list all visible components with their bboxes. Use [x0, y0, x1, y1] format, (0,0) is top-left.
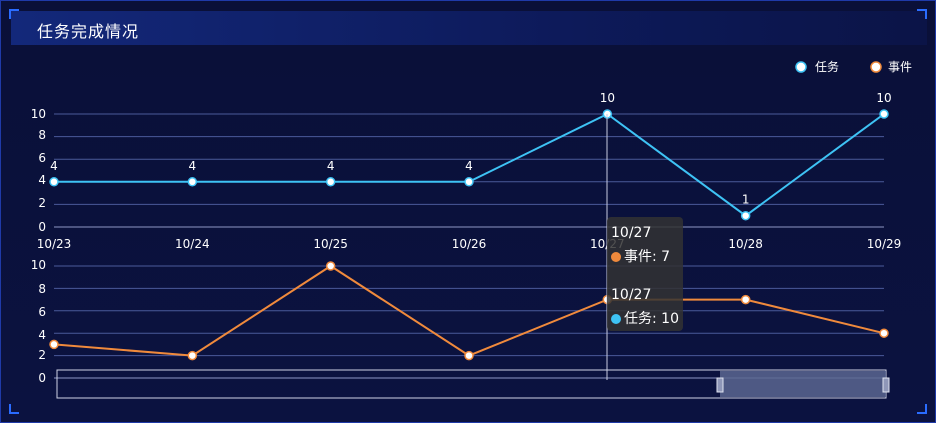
legend-label-tasks: 任务 — [815, 59, 839, 74]
tooltip-row-tasks: 任务: 10 — [611, 308, 679, 328]
legend-marker-events — [870, 61, 882, 73]
data-point — [187, 350, 198, 361]
x-tick-label: 10/23 — [37, 237, 72, 251]
data-zoom-window[interactable] — [720, 371, 886, 397]
corner-decoration — [9, 9, 19, 19]
y-tick-label: 2 — [38, 196, 46, 210]
data-zoom-handle-left[interactable] — [716, 377, 724, 393]
tooltip-series-tasks: 任务 — [624, 311, 652, 327]
tooltip: 10/27 事件: 7 10/27 任务: 10 — [607, 217, 683, 331]
tooltip-series-events: 事件 — [624, 249, 652, 265]
y-tick-label: 0 — [38, 371, 46, 385]
data-zoom-slider[interactable] — [56, 369, 890, 399]
tooltip-dot-tasks — [611, 314, 621, 324]
data-label: 1 — [742, 193, 750, 207]
y-tick-label: 8 — [38, 128, 46, 142]
x-tick-label: 10/28 — [728, 237, 763, 251]
panel-header: 任务完成情况 — [11, 11, 927, 45]
data-point — [187, 177, 198, 187]
y-tick-label: 4 — [38, 328, 46, 342]
legend-marker-tasks — [795, 61, 807, 73]
data-label: 4 — [465, 159, 473, 173]
y-tick-label: 4 — [38, 173, 46, 187]
tooltip-date-tasks: 10/27 — [611, 287, 652, 303]
data-point — [879, 109, 889, 119]
y-tick-label: 10 — [31, 107, 46, 121]
x-tick-label: 10/29 — [867, 237, 902, 251]
tooltip-value-events: 7 — [661, 249, 671, 265]
data-point — [740, 210, 751, 221]
y-tick-label: 2 — [38, 348, 46, 362]
data-zoom-handle-right[interactable] — [882, 377, 890, 393]
data-point — [325, 261, 336, 271]
tooltip-date-events: 10/27 — [611, 225, 652, 241]
y-tick-label: 10 — [31, 258, 46, 272]
tooltip-row-events: 事件: 7 — [611, 246, 670, 266]
x-tick-label: 10/26 — [452, 237, 487, 251]
events-chart: 0 2 4 6 8 10 — [31, 258, 889, 385]
data-point — [325, 177, 336, 187]
tooltip-value-tasks: 10 — [661, 311, 679, 327]
data-point — [464, 350, 474, 361]
corner-decoration — [917, 9, 927, 19]
corner-decoration — [917, 404, 927, 414]
legend-item-events[interactable]: 事件 — [870, 60, 912, 74]
y-tick-label: 0 — [38, 220, 46, 234]
y-tick-label: 6 — [38, 305, 46, 319]
tooltip-dot-events — [611, 252, 621, 262]
legend-label-events: 事件 — [888, 60, 912, 74]
data-point — [879, 328, 889, 338]
legend-item-tasks[interactable]: 任务 — [795, 59, 839, 74]
data-label: 4 — [189, 159, 197, 173]
y-tick-label: 8 — [38, 282, 46, 296]
corner-decoration — [9, 404, 19, 414]
y-tick-label: 6 — [38, 151, 46, 165]
x-tick-label: 10/24 — [175, 237, 210, 251]
data-label: 4 — [327, 159, 335, 173]
data-label: 10 — [876, 91, 891, 105]
legend: 任务 事件 — [795, 59, 912, 74]
panel-title: 任务完成情况 — [37, 22, 140, 41]
data-point — [740, 294, 751, 305]
data-point — [49, 177, 59, 187]
data-point — [464, 177, 474, 187]
data-point — [49, 339, 59, 350]
data-label: 10 — [600, 91, 615, 105]
tasks-chart: 024681010/2310/2410/2510/2610/2710/2810/… — [31, 91, 902, 251]
data-label: 4 — [50, 159, 58, 173]
x-tick-label: 10/25 — [313, 237, 348, 251]
